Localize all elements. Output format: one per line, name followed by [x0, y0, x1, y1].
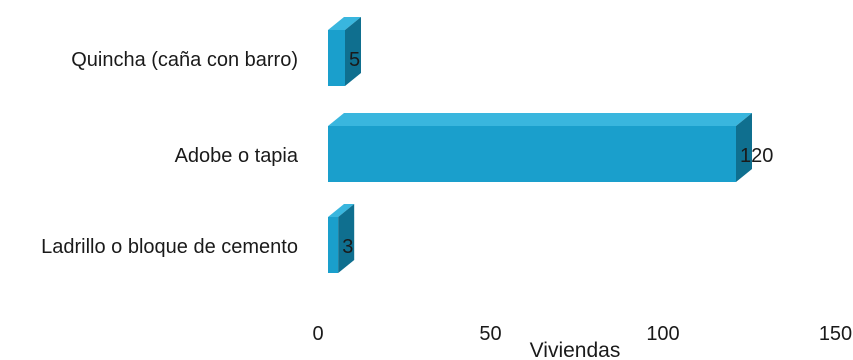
bar	[328, 204, 355, 273]
data-label: 120	[740, 145, 773, 167]
x-axis-title: Viviendas	[530, 339, 621, 360]
x-axis-ticks: 0 50 100 150	[312, 323, 852, 345]
bar-top-face	[328, 113, 752, 126]
x-tick-label: 0	[312, 323, 323, 345]
category-label: Ladrillo o bloque de cemento	[41, 236, 298, 258]
bar-top-face	[328, 17, 361, 30]
bar-front-face	[328, 217, 339, 273]
bar-side-face	[736, 113, 752, 182]
bar-front-face	[328, 126, 736, 182]
category-labels: Quincha (caña con barro) Adobe o tapia Lad…	[41, 49, 299, 258]
bar-side-face	[338, 204, 355, 273]
bar-front-face	[328, 30, 345, 86]
bar	[328, 113, 752, 182]
data-label: 5	[349, 49, 360, 71]
x-tick-label: 150	[819, 323, 852, 345]
bar-side-face	[345, 17, 361, 86]
x-tick-label: 50	[479, 323, 501, 345]
category-label: Quincha (caña con barro)	[71, 49, 298, 71]
bars-group	[328, 17, 752, 273]
data-labels: 5 120 3	[342, 49, 773, 258]
bar	[328, 17, 361, 86]
bar-top-face	[328, 204, 355, 217]
category-label: Adobe o tapia	[175, 145, 299, 167]
x-tick-label: 100	[646, 323, 679, 345]
data-label: 3	[342, 236, 353, 258]
